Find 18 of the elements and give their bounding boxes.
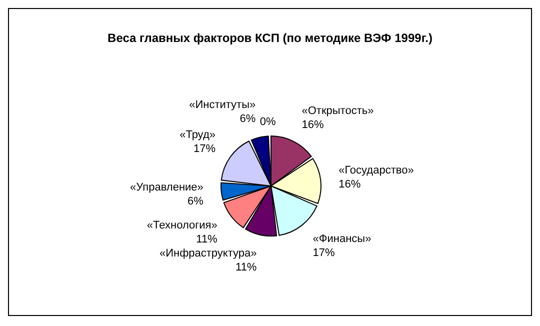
data-label: 11% xyxy=(236,261,257,274)
text: 0% xyxy=(260,116,276,128)
slice-label: «Открытость» xyxy=(302,105,374,118)
data-label: 17% xyxy=(312,246,336,259)
data-label: 17% xyxy=(193,143,216,156)
data-label: 6% xyxy=(188,195,204,208)
slice-label: «Инфраструктура» xyxy=(159,247,257,260)
slice-label: «Управление» xyxy=(130,181,204,194)
slice-label: «Труд» xyxy=(180,129,216,142)
data-label: 16% xyxy=(302,119,324,132)
data-label: 6% xyxy=(240,112,256,125)
slice-label: «Институты» xyxy=(189,98,256,111)
slice-label: «Финансы» xyxy=(312,232,372,245)
slice-label: «Государство» xyxy=(338,164,414,177)
data-label: 11% xyxy=(196,234,218,246)
slice-label: «Технология» xyxy=(146,220,218,232)
chart-title: Веса главных факторов КСП (по методике ВЭФ 1999г.) xyxy=(106,31,434,45)
data-label: 16% xyxy=(338,178,361,191)
